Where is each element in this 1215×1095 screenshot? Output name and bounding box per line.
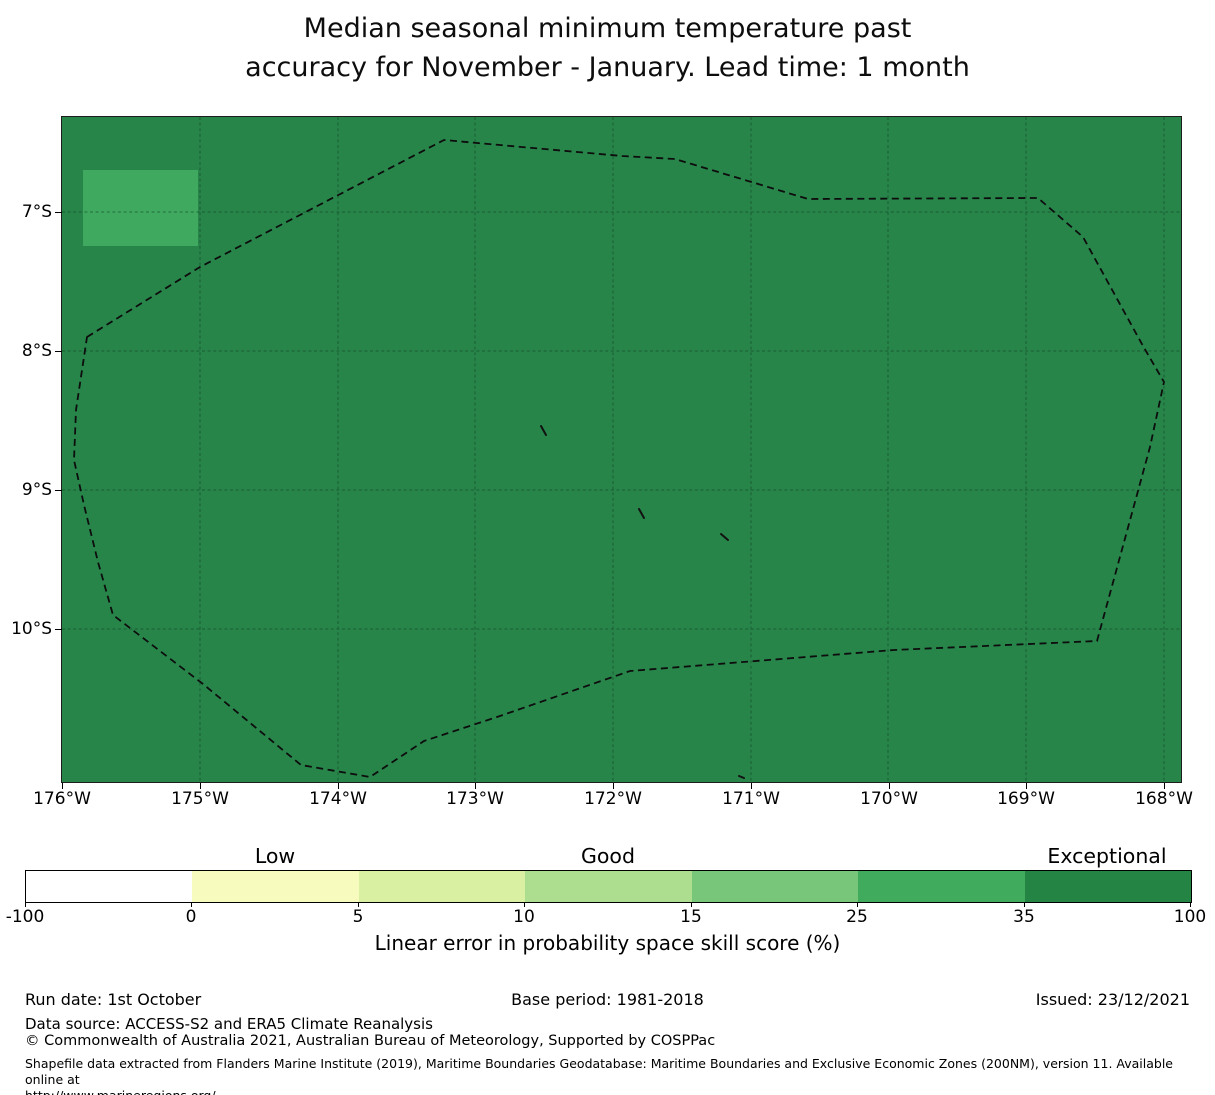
colorbar-tick-label: 15	[680, 907, 702, 927]
title-line-1: Median seasonal minimum temperature past	[303, 13, 912, 44]
x-tickmark	[889, 783, 890, 789]
island-mark	[540, 425, 547, 436]
page-title: Median seasonal minimum temperature past…	[0, 9, 1215, 87]
eez-boundary	[73, 139, 1165, 778]
colorbar-tick-label: 5	[352, 907, 364, 927]
x-tickmark	[1164, 783, 1165, 789]
base-period-text: Base period: 1981-2018	[511, 990, 704, 1009]
x-tick-label: 170°W	[860, 789, 918, 809]
island-marks	[540, 425, 745, 779]
title-line-2: accuracy for November - January. Lead ti…	[245, 52, 970, 83]
x-tickmark	[475, 783, 476, 789]
colorbar-tick-label: 10	[513, 907, 535, 927]
colorbar-segment	[192, 871, 359, 902]
colorbar-tick-label: 0	[185, 907, 197, 927]
x-tickmark	[62, 783, 63, 789]
colorbar-segment	[26, 871, 193, 902]
colorbar-tickmark	[524, 902, 525, 907]
shapefile-note: Shapefile data extracted from Flanders M…	[25, 1056, 1195, 1095]
island-mark	[638, 508, 645, 519]
y-tickmark	[55, 629, 62, 630]
colorbar-category-exceptional: Exceptional	[1047, 844, 1167, 868]
highlight-cell	[83, 170, 198, 246]
colorbar-segment	[1024, 871, 1191, 902]
colorbar-tickmark	[25, 902, 26, 907]
colorbar-tickmark	[358, 902, 359, 907]
graticule-grid	[62, 117, 1181, 782]
colorbar-axis-label: Linear error in probability space skill …	[374, 931, 841, 955]
x-tickmark	[338, 783, 339, 789]
issued-date-text: Issued: 23/12/2021	[1035, 990, 1190, 1009]
colorbar-category-low: Low	[254, 844, 296, 868]
x-tick-label: 176°W	[33, 789, 91, 809]
x-tick-label: 171°W	[722, 789, 780, 809]
x-tick-label: 175°W	[171, 789, 229, 809]
y-tickmark	[55, 490, 62, 491]
x-tickmark	[751, 783, 752, 789]
copyright-text: © Commonwealth of Australia 2021, Austra…	[25, 1033, 716, 1049]
colorbar-tick-label: 35	[1013, 907, 1035, 927]
x-tick-label: 172°W	[584, 789, 642, 809]
colorbar-tickmark	[1190, 902, 1191, 907]
colorbar-segment	[858, 871, 1025, 902]
y-tick-label: 7°S	[21, 202, 52, 222]
colorbar	[25, 870, 1192, 903]
shapefile-note-line-1: Shapefile data extracted from Flanders M…	[25, 1056, 1173, 1087]
y-tickmark	[55, 212, 62, 213]
colorbar-category-good: Good	[581, 844, 635, 868]
island-mark	[738, 775, 745, 779]
colorbar-tick-label: -100	[5, 907, 45, 927]
x-tick-label: 168°W	[1135, 789, 1193, 809]
colorbar-tickmark	[191, 902, 192, 907]
x-tickmark	[200, 783, 201, 789]
x-tick-label: 169°W	[997, 789, 1055, 809]
map-svg	[62, 117, 1181, 782]
colorbar-tick-label: 25	[846, 907, 868, 927]
map-canvas	[62, 117, 1181, 782]
colorbar-segment	[358, 871, 526, 902]
x-tick-label: 174°W	[309, 789, 367, 809]
data-source-text: Data source: ACCESS-S2 and ERA5 Climate …	[25, 1015, 433, 1033]
run-date-text: Run date: 1st October	[25, 990, 202, 1009]
colorbar-tickmark	[1024, 902, 1025, 907]
colorbar-tickmark	[691, 902, 692, 907]
y-tick-label: 8°S	[21, 341, 52, 361]
x-tickmark	[1026, 783, 1027, 789]
island-mark	[720, 533, 729, 541]
x-tick-label: 173°W	[446, 789, 504, 809]
colorbar-tickmark	[857, 902, 858, 907]
x-tickmark	[613, 783, 614, 789]
shapefile-note-line-2: http://www.marineregions.org/.	[25, 1088, 1195, 1095]
y-tick-label: 9°S	[21, 480, 52, 500]
y-tick-label: 10°S	[11, 619, 52, 639]
y-tickmark	[55, 351, 62, 352]
colorbar-tick-label: 100	[1173, 907, 1207, 927]
colorbar-segment	[525, 871, 692, 902]
colorbar-segment	[691, 871, 859, 902]
